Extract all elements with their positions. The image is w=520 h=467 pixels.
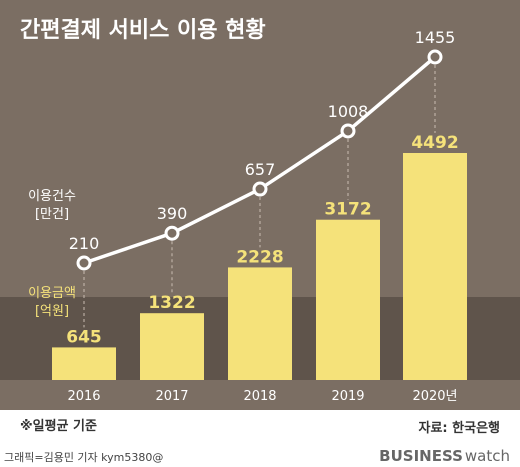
bar-1 xyxy=(140,313,204,380)
x-tick-label-2: 2018 xyxy=(243,389,276,404)
line-label-2: 657 xyxy=(245,160,276,179)
line-label-0: 210 xyxy=(69,234,100,253)
footer-background xyxy=(0,410,520,467)
source-label: 자료: 한국은행 xyxy=(419,420,501,436)
bar-label-1: 1322 xyxy=(148,293,195,313)
line-label-3: 1008 xyxy=(328,102,369,121)
line-point-3 xyxy=(340,123,356,139)
legend-count-name: 이용건수 xyxy=(28,189,76,204)
brand-logo-bold: BUSINESS xyxy=(379,447,463,465)
legend-amount-name: 이용금액 xyxy=(28,286,76,301)
line-label-4: 1455 xyxy=(415,28,456,47)
chart-title: 간편결제 서비스 이용 현황 xyxy=(20,18,266,43)
brand-logo-light: watch xyxy=(465,447,510,465)
bar-4 xyxy=(403,153,467,380)
line-point-0 xyxy=(76,255,92,271)
brand-logo: BUSINESS watch xyxy=(379,447,510,465)
x-tick-label-3: 2019 xyxy=(331,389,364,404)
bar-0 xyxy=(52,347,116,380)
bar-label-3: 3172 xyxy=(324,200,371,220)
bar-label-4: 4492 xyxy=(411,133,458,153)
line-point-4 xyxy=(427,49,443,65)
line-point-1 xyxy=(164,225,180,241)
line-label-1: 390 xyxy=(157,204,188,223)
footnote: ※일평균 기준 xyxy=(20,418,97,434)
x-tick-label-0: 2016 xyxy=(67,389,100,404)
legend-amount-unit: [억원] xyxy=(35,304,69,319)
credit-label: 그래픽=김용민 기자 kym5380@ xyxy=(4,451,163,464)
legend-count-unit: [만건] xyxy=(35,207,69,222)
bar-3 xyxy=(316,219,380,380)
line-point-2 xyxy=(252,181,268,197)
x-tick-label-1: 2017 xyxy=(155,389,188,404)
x-tick-label-4: 2020년 xyxy=(412,389,457,404)
bar-2 xyxy=(228,267,292,380)
bar-label-2: 2228 xyxy=(236,247,283,267)
bar-label-0: 645 xyxy=(66,327,102,347)
